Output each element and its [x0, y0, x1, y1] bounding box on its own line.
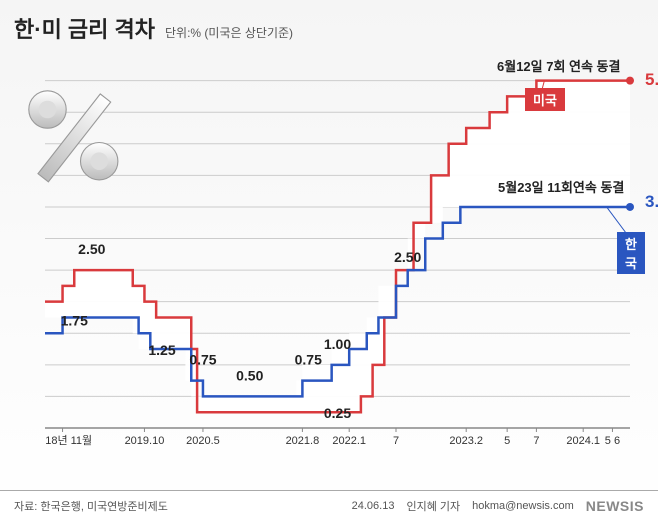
footer-reporter: 인지혜 기자 [406, 498, 460, 514]
svg-text:1.25: 1.25 [148, 342, 175, 358]
header: 한·미 금리 격차 단위:% (미국은 상단기준) [0, 0, 658, 48]
callout-korea-value: 3.50 [645, 192, 658, 212]
svg-text:2.50: 2.50 [78, 241, 105, 257]
svg-text:7: 7 [393, 435, 399, 447]
chart-area: 0.51.01.52.02.53.03.54.04.55.05.52018년 1… [45, 58, 640, 458]
svg-text:7: 7 [533, 435, 539, 447]
callout-korea-freeze: 5월23일 11회연속 동결 [495, 176, 627, 197]
svg-text:0.75: 0.75 [189, 352, 216, 368]
footer-logo: NEWSIS [586, 498, 644, 514]
footer-email: hokma@newsis.com [472, 500, 574, 512]
svg-text:5 6: 5 6 [605, 435, 620, 447]
footer: 자료: 한국은행, 미국연방준비제도 24.06.13 인지혜 기자 hokma… [0, 490, 658, 520]
svg-text:2018년 11월: 2018년 11월 [45, 434, 92, 447]
svg-text:2.50: 2.50 [394, 249, 421, 265]
footer-right: 24.06.13 인지혜 기자 hokma@newsis.com NEWSIS [352, 498, 644, 514]
legend-usa: 미국 [525, 88, 565, 111]
callout-usa-value: 5.50 [645, 70, 658, 90]
svg-text:5: 5 [504, 435, 510, 447]
footer-source: 자료: 한국은행, 미국연방준비제도 [14, 498, 168, 514]
svg-text:2020.5: 2020.5 [186, 435, 220, 447]
svg-text:0.25: 0.25 [324, 405, 351, 421]
chart-svg: 0.51.01.52.02.53.03.54.04.55.05.52018년 1… [45, 58, 640, 458]
svg-text:2021.8: 2021.8 [286, 435, 320, 447]
svg-text:1.00: 1.00 [324, 336, 351, 352]
svg-text:2019.10: 2019.10 [125, 435, 165, 447]
chart-container: 한·미 금리 격차 단위:% (미국은 상단기준) 0.51.01.52.02.… [0, 0, 658, 520]
svg-text:2023.2: 2023.2 [449, 435, 483, 447]
footer-date: 24.06.13 [352, 500, 395, 512]
callout-usa-freeze: 6월12일 7회 연속 동결 [497, 56, 620, 75]
chart-title: 한·미 금리 격차 [14, 12, 155, 44]
svg-text:2022.1: 2022.1 [332, 435, 366, 447]
svg-text:1.75: 1.75 [61, 312, 88, 328]
svg-text:2024.1: 2024.1 [566, 435, 600, 447]
chart-subtitle: 단위:% (미국은 상단기준) [165, 24, 293, 41]
svg-text:0.75: 0.75 [295, 352, 322, 368]
legend-korea: 한국 [617, 232, 645, 274]
svg-text:0.50: 0.50 [236, 367, 263, 383]
